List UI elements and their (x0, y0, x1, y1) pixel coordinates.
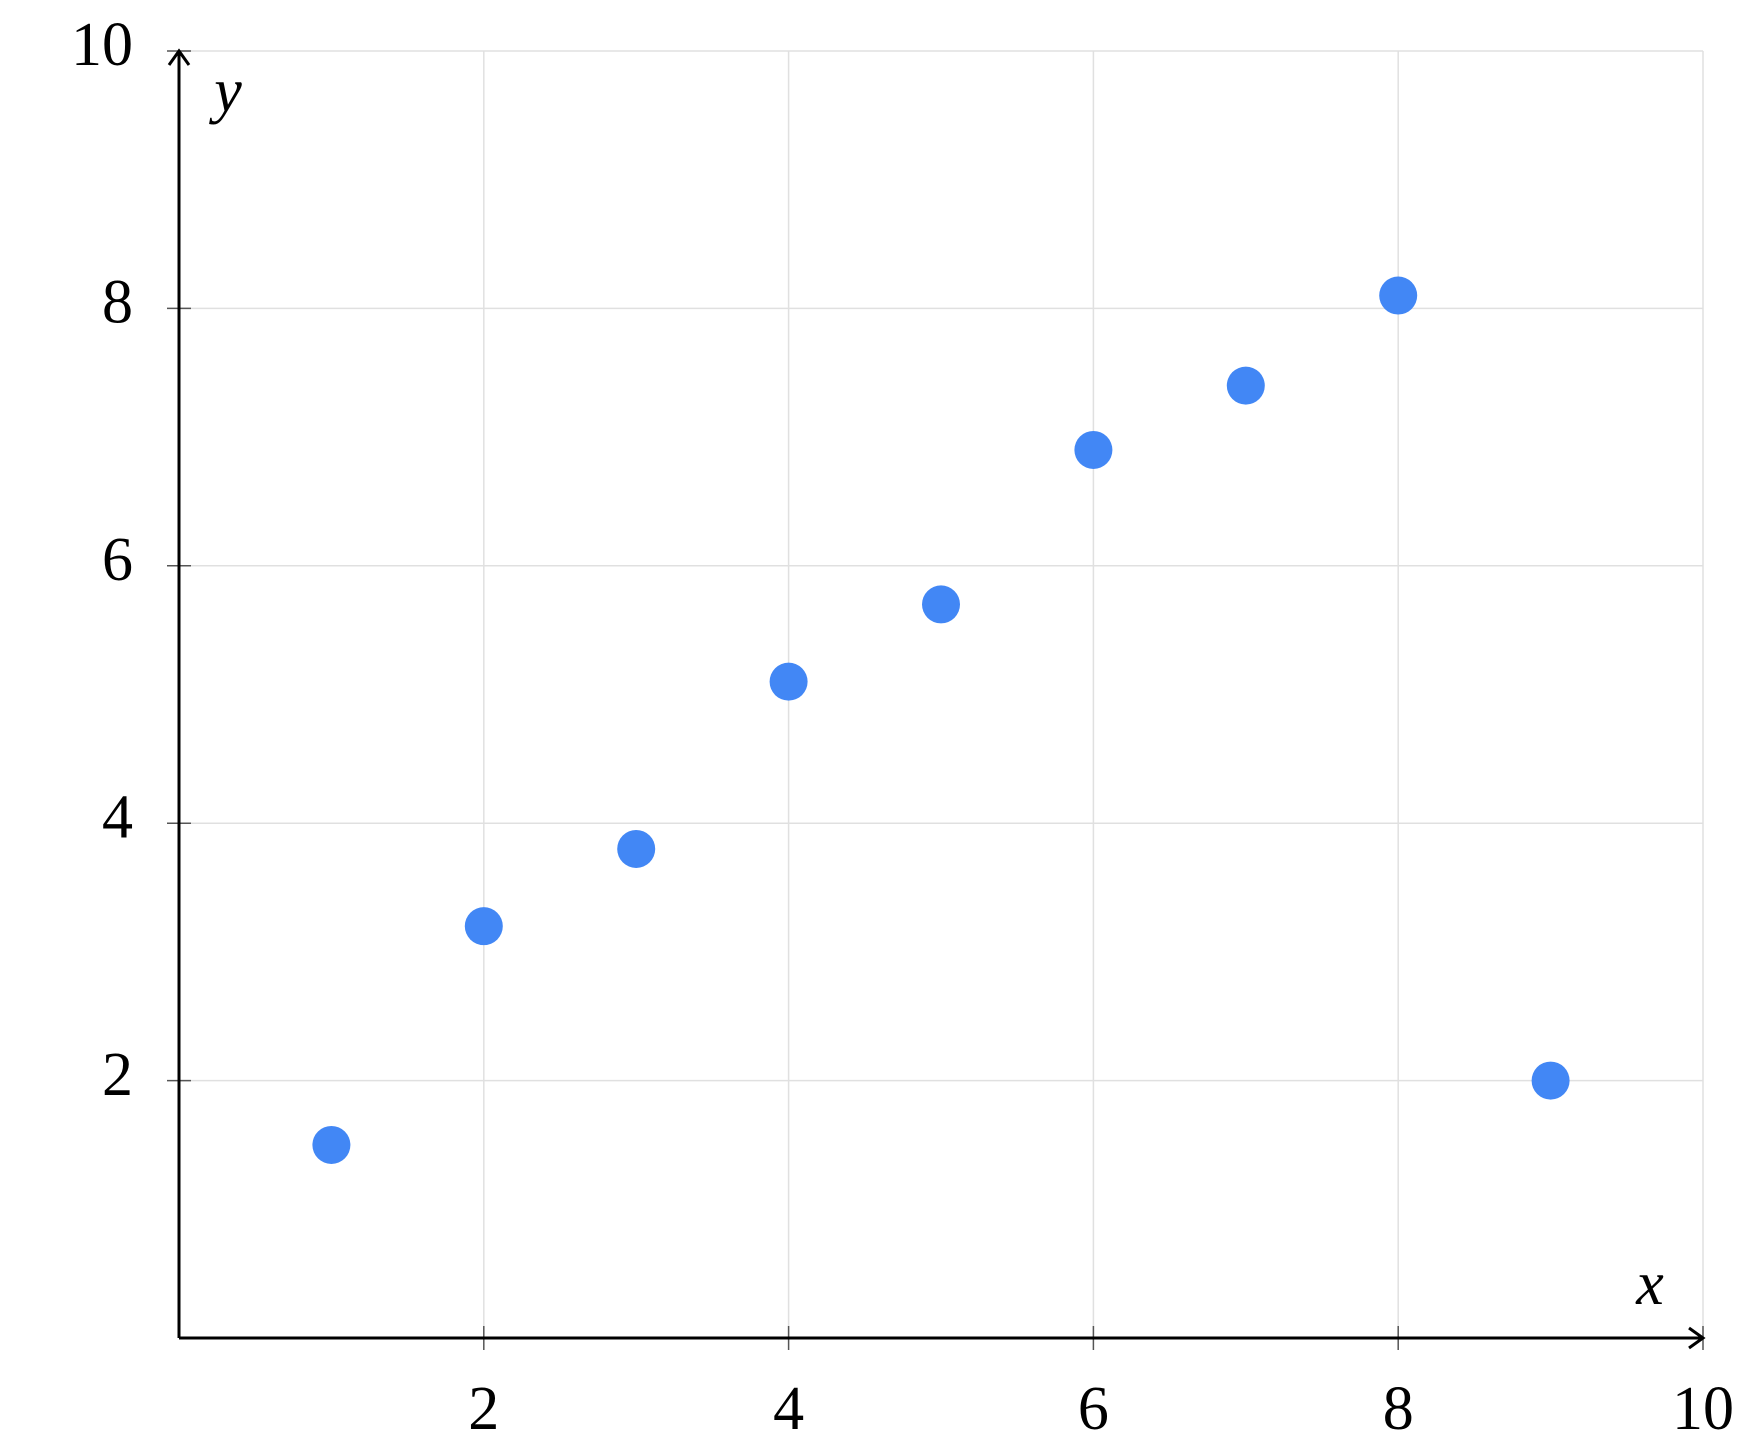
y-tick-label: 8 (102, 269, 133, 337)
x-axis (179, 1326, 1706, 1350)
x-axis-label: x (1635, 1250, 1664, 1318)
point (1226, 366, 1265, 405)
y-axis-label: y (208, 57, 242, 125)
point (1379, 276, 1418, 315)
y-axis (167, 48, 191, 1338)
x-tick-label: 4 (773, 1375, 804, 1443)
point (617, 829, 656, 868)
y-tick-label: 2 (102, 1041, 133, 1109)
point (312, 1125, 351, 1164)
x-tick-label: 6 (1078, 1375, 1109, 1443)
point (1531, 1061, 1570, 1100)
point (922, 585, 960, 624)
x-tick-label: 2 (468, 1375, 499, 1443)
x-tick-label: 10 (1672, 1375, 1734, 1443)
y-tick-label: 4 (102, 783, 133, 851)
point (1074, 430, 1113, 469)
x-tick-label: 8 (1383, 1375, 1414, 1443)
point (464, 907, 503, 946)
y-tick-label: 6 (102, 526, 133, 594)
point (769, 662, 808, 701)
y-tick-label: 10 (71, 11, 133, 79)
